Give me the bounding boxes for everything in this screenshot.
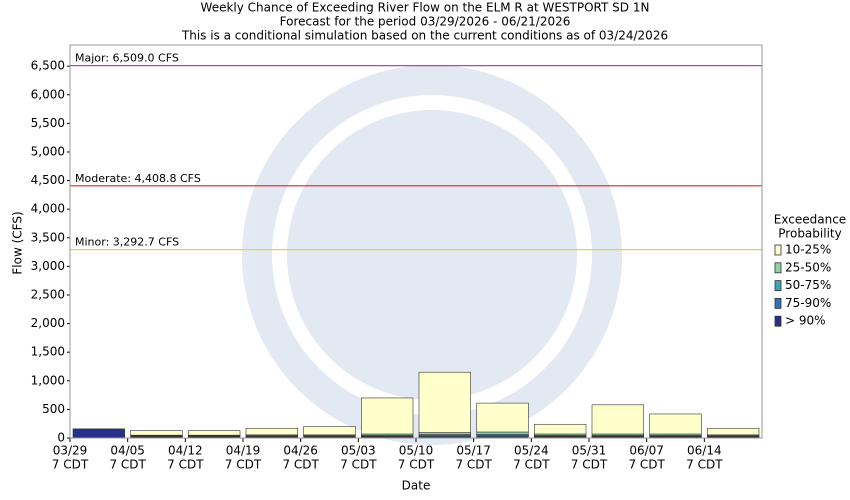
- y-tick-label: 1,000: [31, 373, 65, 387]
- x-tick-sublabel: 7 CDT: [282, 458, 319, 472]
- x-tick-label: 04/05: [110, 444, 145, 458]
- y-tick-label: 3,500: [31, 230, 65, 244]
- y-tick-label: 4,500: [31, 173, 65, 187]
- x-tick-label: 06/14: [687, 444, 722, 458]
- x-tick-label: 05/10: [399, 444, 434, 458]
- x-tick-sublabel: 7 CDT: [455, 458, 492, 472]
- watermark-disc: [287, 110, 577, 400]
- bar-segment: [130, 430, 183, 436]
- y-axis-label: Flow (CFS): [11, 211, 25, 274]
- y-tick-label: 0: [57, 431, 65, 445]
- x-tick-label: 05/17: [456, 444, 491, 458]
- y-tick-label: 2,500: [31, 287, 65, 301]
- x-tick-label: 05/31: [572, 444, 607, 458]
- bar-segment: [188, 430, 241, 436]
- y-tick-label: 1,500: [31, 345, 65, 359]
- legend-swatch: [774, 262, 782, 274]
- y-tick-label: 6,500: [31, 59, 65, 73]
- x-tick-sublabel: 7 CDT: [52, 458, 89, 472]
- legend-label: 50-75%: [785, 278, 831, 292]
- bar-segment: [476, 402, 529, 433]
- bar-segment: [534, 423, 587, 435]
- x-tick-sublabel: 7 CDT: [686, 458, 723, 472]
- x-tick-sublabel: 7 CDT: [225, 458, 262, 472]
- threshold-label: Minor: 3,292.7 CFS: [75, 236, 179, 249]
- bar-segment: [418, 371, 471, 433]
- bar-segment: [303, 426, 356, 436]
- bar-segment: [361, 397, 414, 435]
- y-tick-label: 6,000: [31, 87, 65, 101]
- x-tick-label: 04/19: [226, 444, 261, 458]
- bar-segment: [649, 413, 702, 435]
- x-axis-label: Date: [402, 479, 431, 493]
- y-tick-label: 2,000: [31, 316, 65, 330]
- y-tick-label: 3,000: [31, 259, 65, 273]
- legend-swatch: [774, 315, 782, 327]
- bar-segment: [72, 428, 125, 439]
- x-tick-label: 03/29: [53, 444, 88, 458]
- title-line: Weekly Chance of Exceeding River Flow on…: [201, 1, 650, 15]
- bar-segment: [476, 431, 529, 435]
- bar-segment: [591, 404, 644, 435]
- x-tick-label: 04/26: [283, 444, 318, 458]
- x-tick-label: 05/24: [514, 444, 549, 458]
- plot-frame: [69, 44, 763, 439]
- y-tick-label: 4,000: [31, 202, 65, 216]
- x-tick-sublabel: 7 CDT: [167, 458, 204, 472]
- legend-title: Probability: [778, 227, 841, 241]
- x-tick-label: 04/12: [168, 444, 203, 458]
- legend-swatch: [774, 297, 782, 309]
- legend-swatch: [774, 280, 782, 292]
- x-tick-sublabel: 7 CDT: [398, 458, 435, 472]
- threshold-label: Moderate: 4,408.8 CFS: [75, 172, 201, 185]
- legend-label: > 90%: [785, 314, 826, 328]
- title-line: Forecast for the period 03/29/2026 - 06/…: [280, 15, 571, 29]
- plot-area: [70, 45, 762, 438]
- x-tick-sublabel: 7 CDT: [628, 458, 665, 472]
- bar-segment: [245, 427, 298, 436]
- title-line: This is a conditional simulation based o…: [181, 29, 668, 43]
- y-tick-label: 500: [42, 402, 65, 416]
- x-tick-label: 05/03: [341, 444, 376, 458]
- legend-swatch: [774, 244, 782, 256]
- x-tick-sublabel: 7 CDT: [571, 458, 608, 472]
- legend-label: 10-25%: [785, 243, 831, 257]
- legend-label: 25-50%: [785, 260, 831, 274]
- bar-segment: [418, 432, 471, 435]
- y-tick-label: 5,000: [31, 144, 65, 158]
- threshold-label: Major: 6,509.0 CFS: [75, 52, 179, 65]
- legend-title: Exceedance: [774, 213, 846, 227]
- x-tick-sublabel: 7 CDT: [513, 458, 550, 472]
- y-tick-label: 5,500: [31, 116, 65, 130]
- x-tick-sublabel: 7 CDT: [340, 458, 377, 472]
- legend-label: 75-90%: [785, 296, 831, 310]
- bar-segment: [707, 427, 760, 436]
- x-tick-sublabel: 7 CDT: [109, 458, 146, 472]
- x-tick-label: 06/07: [629, 444, 664, 458]
